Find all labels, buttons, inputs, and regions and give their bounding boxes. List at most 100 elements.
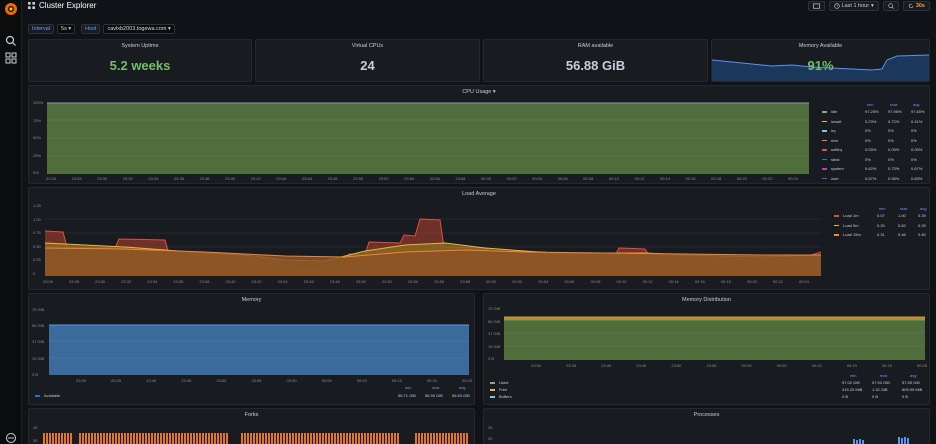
forks-bar [310,433,312,444]
series-avg: 56.83 GiB [452,393,470,398]
x-tick: 23:30 [95,279,106,284]
legend-row[interactable]: Buffers 0 B 0 B 0 B [490,394,928,400]
x-tick: 00:04 [538,279,549,284]
series-max: 0.46 [898,232,906,237]
time-picker[interactable]: Last 1 hour ▾ [828,1,879,11]
x-tick: 00:20 [746,279,757,284]
legend-row[interactable]: Load 5m 0.20 0.62 0.39 [834,223,929,229]
panel-title: Memory [241,297,262,303]
x-tick: 23:38 [199,279,210,284]
legend-row[interactable]: Free 415.25 MiB 1.32 GiB 805.99 MiB [490,387,928,393]
legend-row[interactable]: irq 0% 0% 0% [822,128,927,134]
forks-bar [457,433,459,444]
x-tick: 23:34 [147,279,158,284]
load-chart [45,218,821,276]
legend-row[interactable]: iowait 0.23% 0.72% 0.41% [822,119,927,125]
x-tick: 00:10 [811,363,822,368]
memory-distribution-chart [504,316,925,360]
x-tick: 23:26 [46,176,57,181]
series-min: 0% [865,128,871,133]
ram-available-panel[interactable]: RAM available 56.88 GiB [483,39,708,82]
host-variable-select[interactable]: cavlxb2003.togewa.com ▾ [103,24,175,34]
series-name: Load 5m [843,222,859,228]
legend-row[interactable]: Used 57.02 GiB 57.93 GiB 57.55 GiB [490,380,928,386]
host-variable-label: Host [81,24,101,34]
forks-bar [358,433,360,444]
virtual-cpus-panel[interactable]: Virtual CPUs 24 [255,39,480,82]
dashboard-title[interactable]: Cluster Explorer [28,1,96,10]
forks-bar [106,433,108,444]
legend-header-max: max [890,102,898,107]
forks-bar [94,433,96,444]
tv-mode-button[interactable] [807,1,825,11]
interval-variable-select[interactable]: 5s ▾ [57,24,76,34]
y-tick: 0% [33,170,39,175]
series-color-swatch [834,234,839,236]
series-min: 0.03% [865,147,877,152]
refresh-picker[interactable]: 30s [902,1,930,11]
zoom-out-button[interactable] [882,1,899,11]
forks-bar [181,433,183,444]
chevron-down-icon: ▾ [492,89,496,95]
x-tick: 00:12 [642,279,653,284]
forks-bar [328,433,330,444]
legend-row[interactable]: Load 15m 0.31 0.46 0.40 [834,232,929,238]
x-tick: 23:55 [706,363,717,368]
help-icon[interactable] [5,432,17,444]
legend-header-max: max [880,373,888,378]
memory-available-panel[interactable]: Memory Available 91% [711,39,930,82]
y-tick: 37 GiB [32,339,45,345]
legend-row[interactable]: nice 0% 0% 0% [822,138,927,144]
system-uptime-panel[interactable]: System Uptime 5.2 weeks [28,39,252,82]
forks-bar [139,433,141,444]
memory-distribution-panel[interactable]: Memory Distribution min max avg Used 57.0… [483,293,930,405]
forks-bar [166,433,168,444]
forks-bar [220,433,222,444]
legend-row[interactable]: Load 1m 0.07 1.00 0.39 [834,213,929,219]
processes-panel[interactable]: Processes 25 20 [483,408,930,444]
forks-bar [202,433,204,444]
x-tick: 00:24 [799,279,810,284]
series-min: 415.25 MiB [842,387,863,392]
grafana-logo-icon[interactable] [4,2,18,16]
legend-row[interactable]: user 0.67% 0.98% 0.83% [822,176,927,182]
cpu-usage-panel[interactable]: CPU Usage ▾ min max avg idle 97.25% 97.95%… [28,85,930,184]
forks-bar [223,433,225,444]
forks-bar [349,433,351,444]
series-name: nice [831,137,839,143]
series-avg: 0.39 [918,222,926,228]
x-tick: 00:05 [321,378,332,383]
series-min: 97.25% [865,109,879,114]
search-icon[interactable] [5,35,17,47]
legend-row[interactable]: system 0.62% 0.73% 0.67% [822,166,927,172]
forks-bar [241,433,243,444]
x-tick: 23:40 [225,176,236,181]
legend-row[interactable]: softirq 0.03% 0.05% 0.05% [822,147,927,153]
x-tick: 23:32 [122,176,133,181]
legend-row[interactable]: idle 97.25% 97.95% 97.65% [822,109,927,115]
legend-row[interactable]: Available 56.71 GiB 56.99 GiB 56.83 GiB [35,393,473,399]
forks-bar [97,433,99,444]
x-tick: 00:10 [616,279,627,284]
series-avg: 0% [911,137,917,143]
y-tick: 19 GiB [488,343,501,349]
series-name: Load 1m [843,213,859,218]
forks-bar [313,433,315,444]
legend-row[interactable]: steal 0% 0% 0% [822,157,927,163]
forks-bar [88,433,90,444]
y-tick: 0 [33,271,36,276]
panel-title[interactable]: CPU Usage ▾ [29,89,929,95]
forks-bar [391,433,393,444]
dashboards-grid-icon[interactable] [5,52,17,64]
series-avg: 0% [911,156,917,162]
panel-title: Processes [693,412,720,418]
forks-panel[interactable]: Forks 40 30 [28,408,475,444]
x-tick: 00:06 [564,279,575,284]
memory-panel[interactable]: Memory min max avg Available 56.71 GiB 56.… [28,293,475,405]
panel-title: Memory Available [798,43,843,49]
x-tick: 00:10 [356,378,367,383]
x-tick: 23:52 [378,176,389,181]
load-average-panel[interactable]: Load Average min max avg Load 1m 0.07 1.00… [28,187,930,290]
forks-bar [52,433,54,444]
legend-header-avg: avg [920,206,927,211]
